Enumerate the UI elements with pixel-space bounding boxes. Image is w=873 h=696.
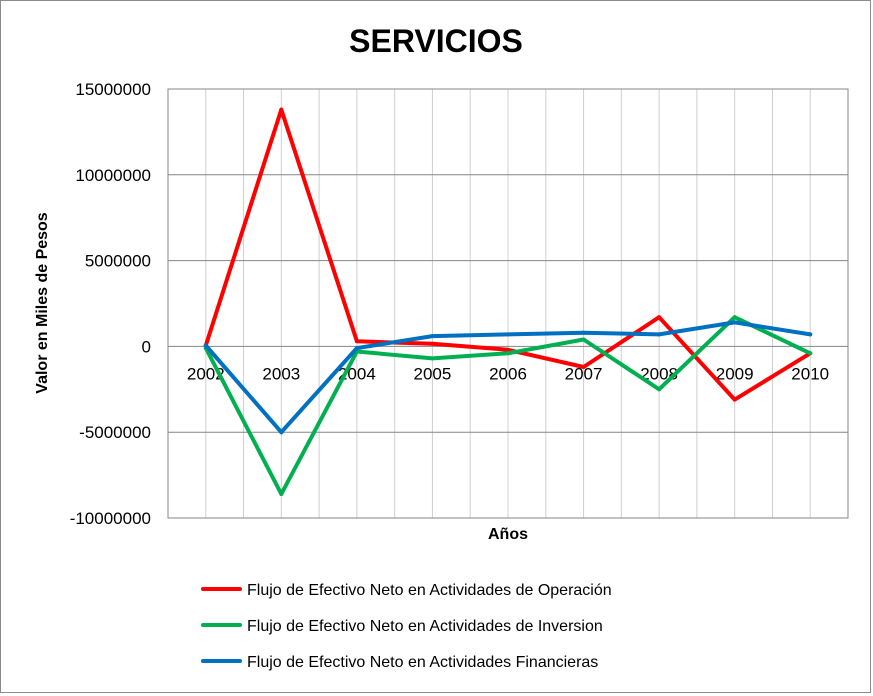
data-point [732, 397, 737, 402]
data-point [657, 332, 662, 337]
x-tick-label: 2005 [414, 364, 452, 383]
y-tick-label: 10000000 [75, 166, 151, 185]
data-point [506, 332, 510, 337]
data-point [430, 334, 435, 339]
x-axis-tick-labels: 2002 2003 2004 2005 2006 2007 2008 2009 2010 [187, 364, 829, 383]
x-tick-label: 2010 [791, 364, 829, 383]
legend-label: Flujo de Efectivo Neto en Actividades de… [247, 618, 603, 635]
legend: Flujo de Efectivo Neto en Actividades de… [201, 582, 612, 671]
data-point [203, 343, 208, 348]
y-tick-label: -5000000 [79, 423, 151, 442]
y-axis-tick-labels: 15000000 10000000 5000000 0 -5000000 -1000000… [70, 80, 151, 528]
y-tick-label: 15000000 [75, 80, 151, 99]
legend-item: Flujo de Efectivo Neto en Actividades de… [201, 618, 603, 635]
data-point [808, 351, 813, 356]
data-point [279, 491, 284, 496]
data-point [808, 332, 813, 337]
data-point [657, 387, 662, 392]
data-point [581, 337, 586, 342]
data-point [581, 330, 586, 335]
y-tick-label: -10000000 [70, 509, 151, 528]
data-point [506, 347, 510, 352]
y-tick-label: 0 [142, 337, 151, 356]
x-tick-label: 2003 [262, 364, 300, 383]
x-tick-label: 2009 [716, 364, 754, 383]
data-point [430, 341, 435, 346]
legend-label: Flujo de Efectivo Neto en Actividades Fi… [247, 654, 598, 671]
data-point [506, 351, 510, 356]
series-layer [203, 107, 813, 496]
data-point [279, 107, 284, 112]
x-tick-label: 2007 [565, 364, 603, 383]
chart-title: SERVICIOS [349, 23, 523, 59]
data-point [581, 364, 586, 369]
data-point [279, 430, 284, 435]
x-axis-title: Años [488, 526, 528, 543]
data-point [732, 320, 737, 325]
y-axis-title: Valor en Miles de Pesos [34, 212, 51, 394]
data-point [354, 339, 359, 344]
data-point [430, 356, 435, 361]
legend-item: Flujo de Efectivo Neto en Actividades Fi… [201, 654, 598, 671]
x-tick-label: 2006 [489, 364, 527, 383]
legend-item: Flujo de Efectivo Neto en Actividades de… [201, 582, 612, 599]
data-point [657, 315, 662, 320]
y-tick-label: 5000000 [85, 252, 151, 271]
grid-layer [167, 88, 849, 519]
legend-label: Flujo de Efectivo Neto en Actividades de… [247, 582, 612, 599]
data-point [732, 315, 737, 320]
data-point [354, 346, 359, 351]
